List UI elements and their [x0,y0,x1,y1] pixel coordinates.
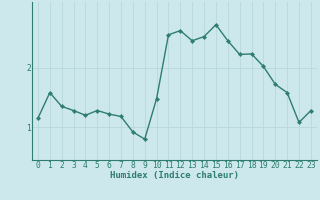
X-axis label: Humidex (Indice chaleur): Humidex (Indice chaleur) [110,171,239,180]
